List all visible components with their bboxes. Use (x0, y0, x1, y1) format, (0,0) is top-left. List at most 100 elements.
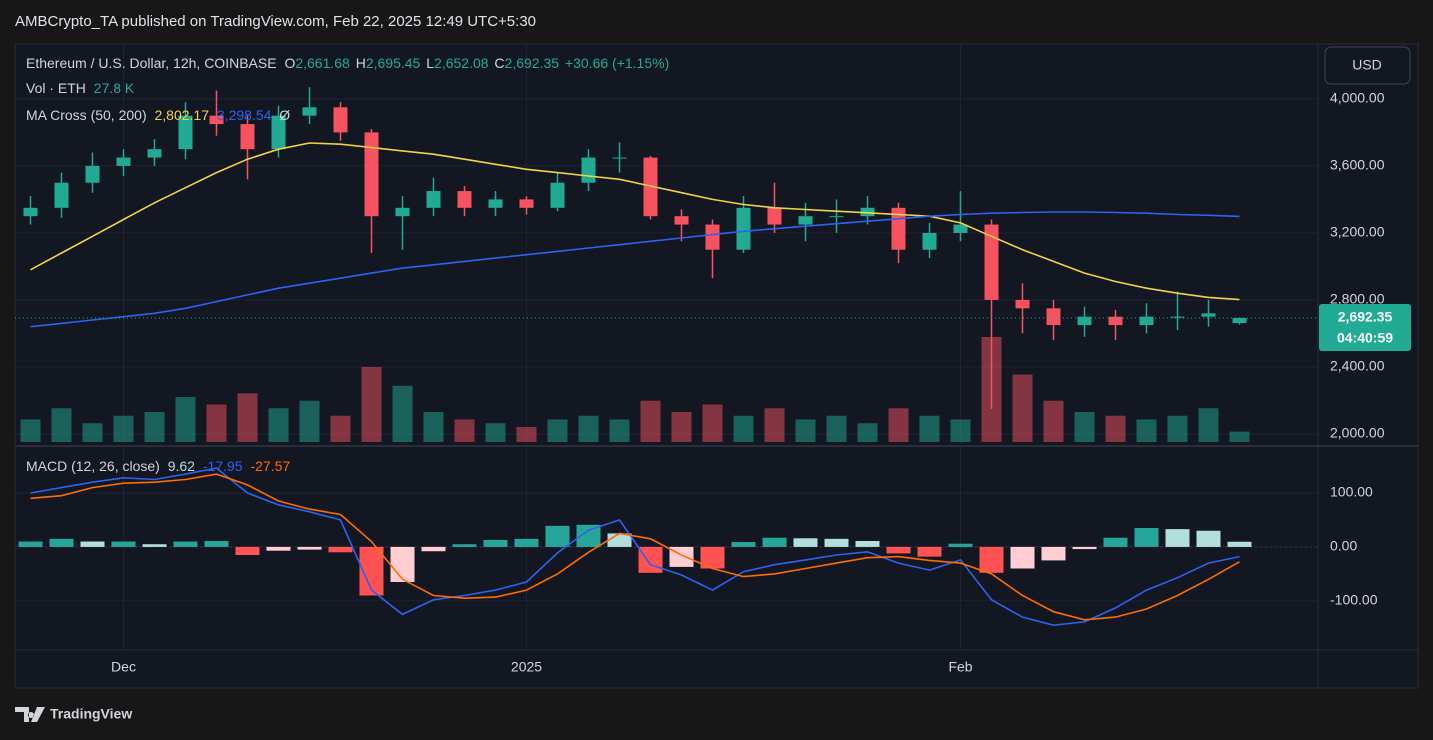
volume-bar (1167, 415, 1188, 442)
histogram-bar (452, 544, 477, 547)
countdown: 04:40:59 (1337, 330, 1393, 346)
y-tick-label: -100.00 (1330, 592, 1378, 608)
volume-bar (950, 419, 971, 442)
volume-bar (1136, 419, 1157, 442)
histogram-bar (204, 540, 229, 547)
histogram-bar (762, 537, 787, 547)
candle-body (519, 199, 534, 208)
price-box (1319, 303, 1411, 351)
histogram-bar (917, 546, 942, 557)
candle-body (333, 107, 348, 133)
candle-body (798, 216, 813, 225)
histogram-bar (328, 546, 353, 553)
candle-body (457, 191, 472, 208)
histogram-bar (855, 540, 880, 547)
volume-bar (392, 385, 413, 442)
o-label: O (284, 55, 295, 71)
currency-label[interactable]: USD (1352, 57, 1382, 73)
volume-bar (113, 415, 134, 442)
histogram-bar (576, 524, 601, 547)
moving-average (30, 211, 1240, 328)
h-label: H (356, 55, 366, 71)
ma-legend: MA Cross (50, 200) 2,802.17 3,298.54 Ø (26, 107, 290, 123)
high-value: 2,695.45 (366, 55, 421, 71)
histogram-bar (1103, 537, 1128, 547)
candle-body (612, 157, 627, 159)
volume-bar (206, 404, 227, 442)
volume-bar (454, 419, 475, 442)
macd-legend: MACD (12, 26, close) 9.62 -17.95 -27.57 (26, 458, 290, 474)
candle-body (116, 157, 131, 166)
histogram-bar (514, 538, 539, 547)
price-label: 2,692.35 (1338, 309, 1393, 325)
y-tick-label: 2,800.00 (1330, 291, 1385, 307)
ma50-value: 2,802.17 (155, 107, 210, 123)
candle-body (550, 182, 565, 208)
volume-bar (1105, 415, 1126, 442)
y-tick-label: 3,600.00 (1330, 157, 1385, 173)
volume-bar (361, 367, 382, 442)
candle-body (1077, 316, 1092, 326)
volume-bar (733, 415, 754, 442)
volume-value: 27.8 K (94, 80, 135, 96)
volume-bar (702, 404, 723, 442)
currency-button[interactable] (1324, 46, 1411, 85)
volume-bar (175, 397, 196, 442)
signal-value: -27.57 (250, 458, 290, 474)
candle-body (953, 224, 968, 233)
y-tick-label: 100.00 (1330, 484, 1373, 500)
low-value: 2,652.08 (434, 55, 489, 71)
volume-bar (330, 415, 351, 442)
histogram-bar (421, 546, 446, 552)
c-label: C (494, 55, 504, 71)
histogram-bar (483, 539, 508, 547)
candle-body (85, 165, 100, 183)
volume-bar (609, 419, 630, 442)
candle-body (643, 157, 658, 217)
histogram-bar (979, 546, 1004, 573)
candle-body (1015, 299, 1030, 309)
volume-bar (888, 408, 909, 442)
moving-average (30, 142, 1240, 301)
candle-body (1201, 313, 1216, 317)
volume-bar (237, 393, 258, 442)
histogram-bar (390, 546, 415, 582)
candle-body (209, 115, 224, 125)
candle-body (147, 149, 162, 158)
volume-bar (547, 419, 568, 442)
volume-bar (485, 423, 506, 442)
candle-body (240, 124, 255, 150)
volume-bar (578, 415, 599, 442)
y-tick-label: 3,200.00 (1330, 224, 1385, 240)
open-value: 2,661.68 (295, 55, 350, 71)
candle-body (767, 207, 782, 225)
volume-bar (299, 400, 320, 442)
candle-body (736, 207, 751, 250)
candle-body (1232, 317, 1247, 324)
histogram-bar (824, 538, 849, 547)
ma200-value: 3,298.54 (217, 107, 272, 123)
volume-bar (20, 419, 41, 442)
histogram-bar (18, 541, 43, 547)
y-tick-label: 4,000.00 (1330, 90, 1385, 106)
volume-bar (1229, 431, 1250, 442)
candle-body (23, 207, 38, 217)
histogram-bar (793, 538, 818, 547)
candle-body (1046, 308, 1061, 326)
volume-bar (144, 412, 165, 442)
macd-line (30, 473, 1240, 621)
candle-body (922, 232, 937, 250)
volume-bar (423, 412, 444, 442)
volume-bar (1074, 412, 1095, 442)
macd-title: MACD (12, 26, close) (26, 458, 160, 474)
histogram-bar (1227, 541, 1252, 547)
y-tick-label: 0.00 (1330, 538, 1357, 554)
ma-extra: Ø (279, 107, 290, 123)
histogram-bar (49, 538, 74, 547)
histogram-bar (173, 541, 198, 547)
volume-bar (857, 423, 878, 442)
histogram-bar (266, 546, 291, 551)
histogram-bar (700, 546, 725, 569)
candle-body (1108, 316, 1123, 326)
